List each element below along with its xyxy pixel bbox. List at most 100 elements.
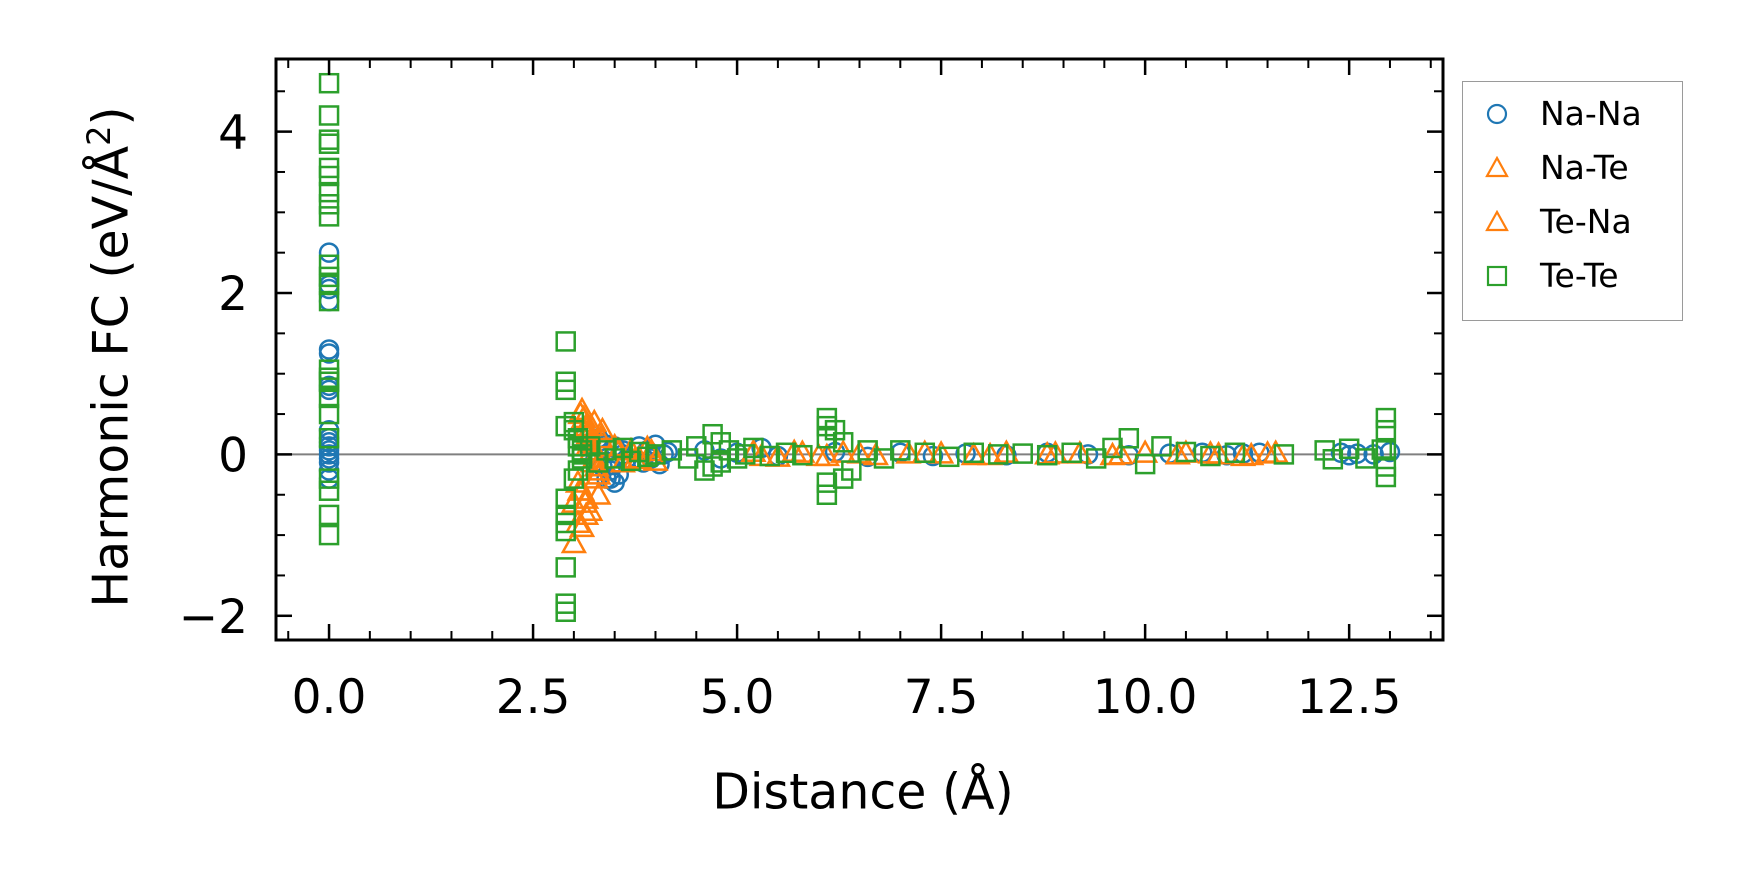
circle-marker-icon [1486,103,1508,125]
data-point-na-na [318,444,340,465]
data-point-na-na [318,343,340,364]
data-point-te-te [318,387,340,409]
data-point-te-te [1375,419,1397,441]
square-marker-icon [1486,265,1508,287]
data-point-te-te [1224,442,1246,464]
data-point-te-te [987,444,1009,465]
data-point-te-te [318,468,340,489]
data-point-te-te [890,440,911,461]
data-point-te-te [816,484,838,505]
data-point-te-te [1151,436,1172,457]
y-tick-label: 4 [218,106,248,161]
data-point-te-te [318,254,340,276]
series-te-na [560,400,1289,554]
data-point-te-te [1012,443,1033,464]
data-point-te-te [318,290,340,312]
x-tick-label: 7.5 [904,670,979,725]
y-tick-label: −2 [179,590,248,645]
data-point-na-te [895,440,922,464]
legend-item-na-te: Na-Te [1463,148,1682,188]
data-point-te-te [318,504,340,526]
data-point-te-te [318,133,340,154]
x-tick-label: 12.5 [1297,670,1402,725]
legend-item-te-te: Te-Te [1463,256,1682,296]
legend-marker-icon [1485,210,1509,232]
data-point-te-te [318,105,340,126]
legend-label: Na-Te [1540,148,1629,187]
data-point-te-te [645,444,666,465]
data-point-te-na [813,442,840,467]
data-point-te-te [318,274,340,296]
data-point-te-na [577,412,605,437]
triangle-marker-icon [1485,156,1509,178]
data-point-te-te [963,442,985,464]
legend-marker-icon [1486,103,1508,125]
data-point-te-te [775,442,797,464]
data-point-te-te [318,181,340,203]
data-point-te-te [318,72,340,94]
data-point-na-te [585,481,612,505]
data-point-te-te [816,472,838,493]
data-point-te-te [555,331,576,352]
y-tick-label: 2 [218,267,248,322]
x-tick-label: 5.0 [700,670,775,725]
legend-marker-icon [1486,265,1508,287]
triangle-marker-icon [1485,210,1509,232]
plot-frame [274,57,1445,642]
legend-marker-icon [1485,156,1509,178]
data-point-na-te [1164,440,1191,465]
data-point-na-te [572,501,600,525]
legend-label: Te-Na [1540,202,1632,241]
data-point-te-te [1375,456,1397,477]
data-point-te-te [318,428,340,449]
data-point-te-te [555,520,576,542]
data-point-te-te [1085,448,1107,469]
legend-label: Na-Na [1540,94,1642,133]
data-point-te-na [1238,441,1265,466]
series-na-te [560,396,1281,538]
y-tick-label: 0 [218,428,248,483]
data-point-na-na [318,242,340,263]
data-point-te-te [832,432,854,453]
data-point-te-te [318,480,340,501]
data-point-te-te [1036,444,1058,466]
data-point-te-te [555,557,576,578]
data-point-te-te [318,371,340,393]
data-point-na-te [568,513,596,538]
data-point-te-te [555,488,576,510]
legend-label: Te-Te [1540,256,1619,295]
legend-item-te-na: Te-Na [1463,202,1682,242]
data-point-te-na [582,465,610,489]
data-point-te-te [1375,466,1397,488]
data-point-te-te [1200,445,1221,467]
data-point-te-te [555,379,576,401]
data-point-te-na [572,489,599,513]
data-point-na-te [960,441,987,466]
data-point-na-na [318,339,340,360]
data-point-te-na [1107,440,1134,465]
data-point-te-te [318,165,340,187]
data-point-te-te [1375,440,1397,461]
data-point-te-te [318,194,340,215]
data-point-te-te [1118,428,1140,449]
data-point-te-te [914,442,936,464]
data-point-te-te [318,206,340,227]
data-point-te-te [1134,453,1156,475]
data-point-te-te [1273,444,1295,465]
data-point-na-na [318,452,340,473]
data-point-na-te [589,416,616,441]
data-point-te-te [792,444,813,466]
y-axis-label: Harmonic FC (eV/Å2) [80,106,140,608]
data-point-te-te [939,446,960,468]
data-point-te-te [1322,448,1344,470]
x-tick-label: 2.5 [496,670,571,725]
data-point-te-te [318,403,340,425]
data-point-na-te [1132,439,1159,463]
data-point-te-te [318,129,340,150]
data-point-te-te [686,436,707,457]
x-axis-label: Distance (Å) [712,763,1014,821]
data-point-te-na [560,529,587,554]
x-tick-label: 0.0 [292,670,367,725]
series-te-te [318,72,1397,623]
